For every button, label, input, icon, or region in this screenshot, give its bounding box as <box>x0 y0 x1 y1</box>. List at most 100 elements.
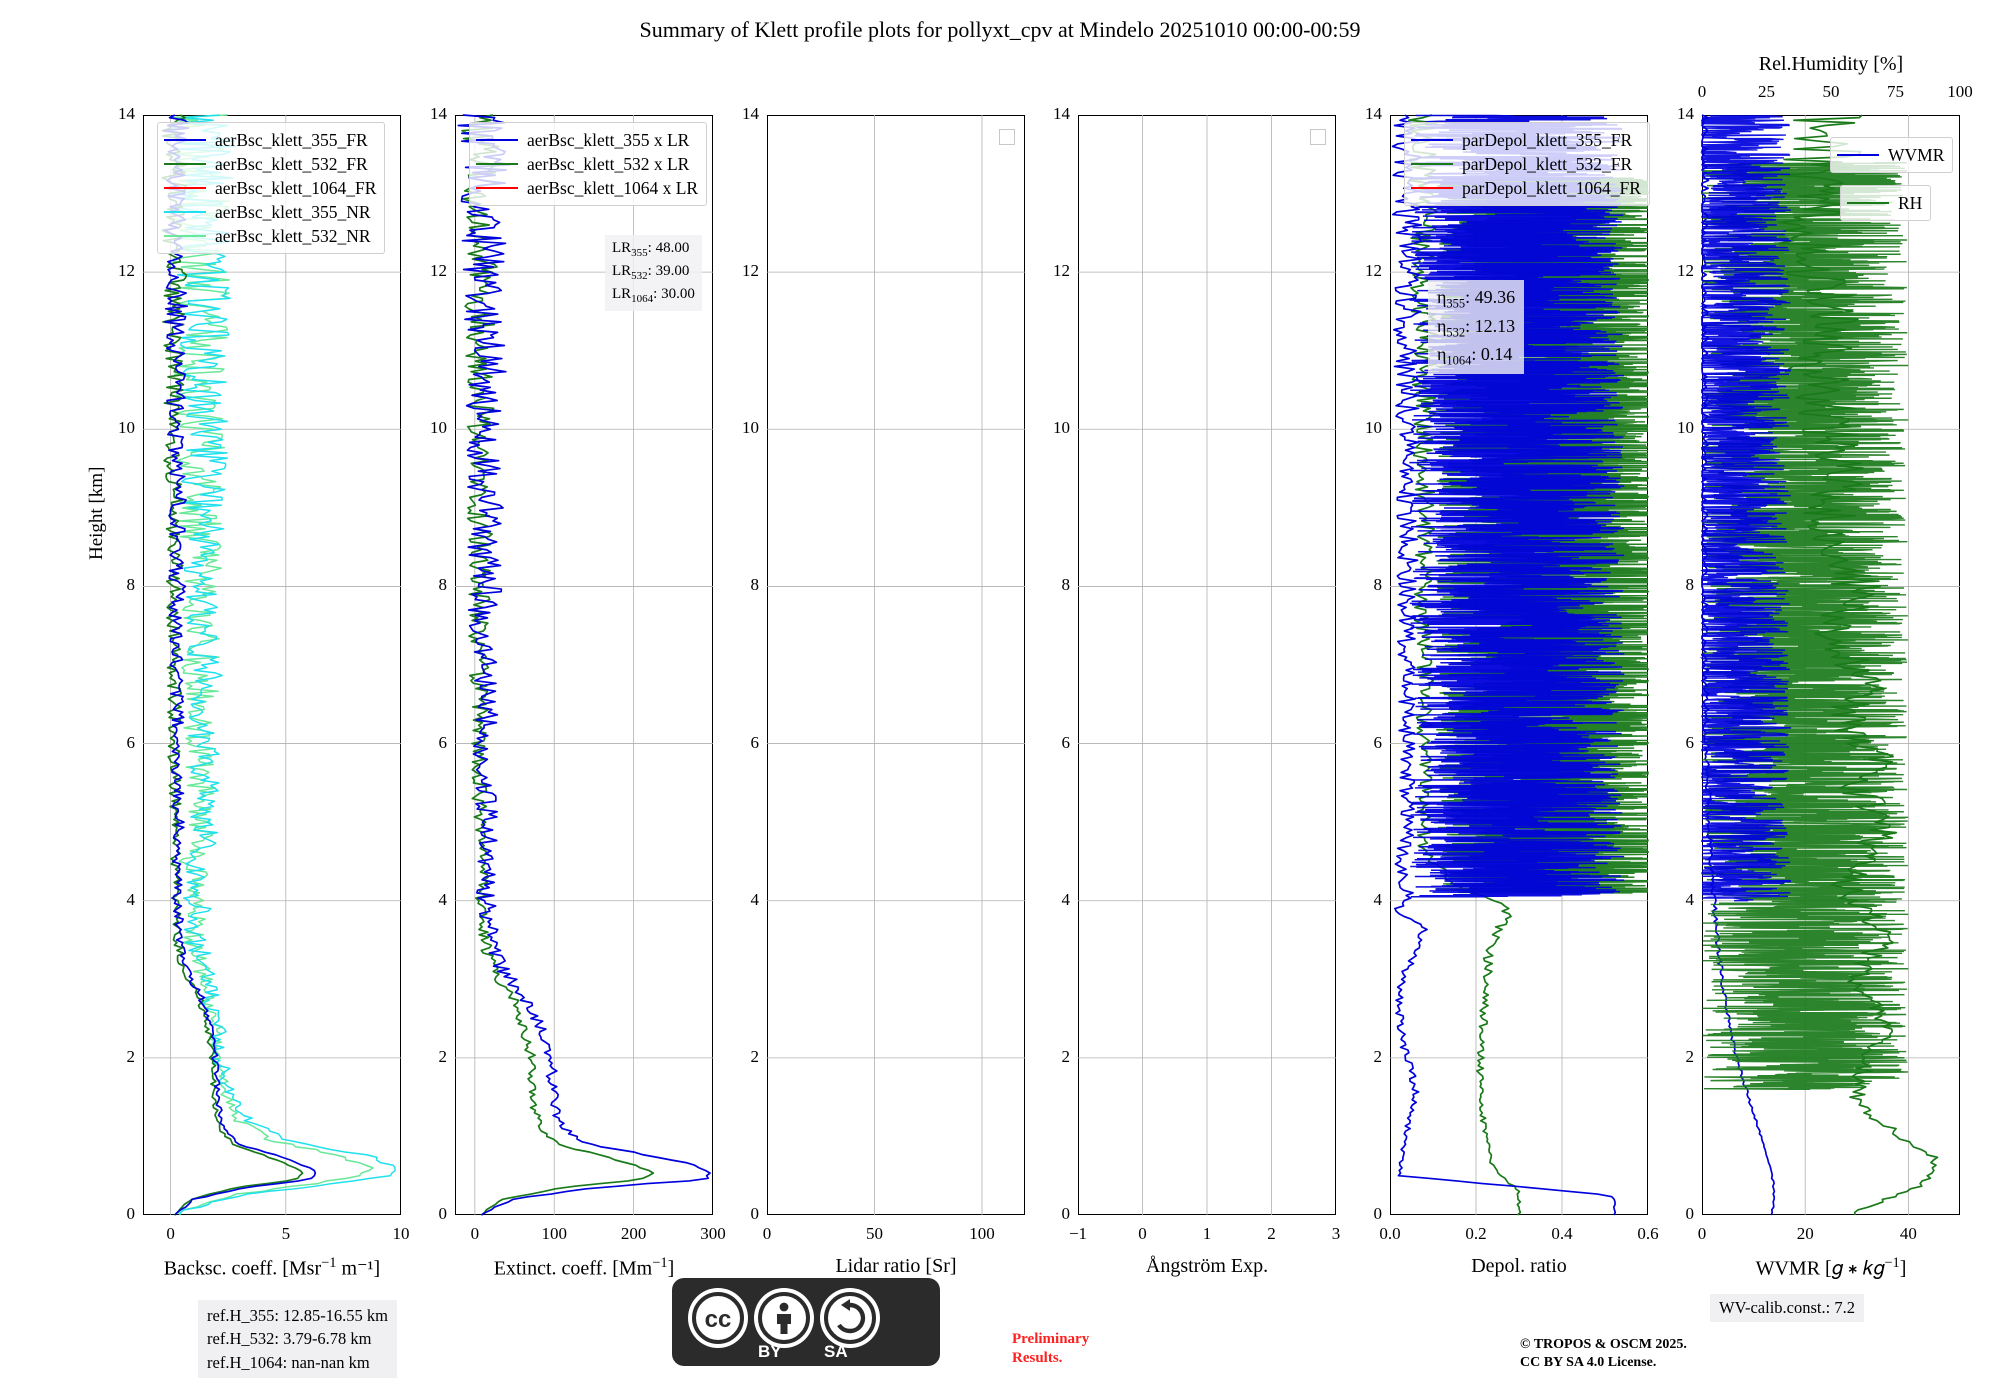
x-tick-label: 0.4 <box>1551 1224 1573 1243</box>
credits-text: © TROPOS & OSCM 2025. CC BY SA 4.0 Licen… <box>1520 1336 1687 1372</box>
legend-item-parDepol_klett_532_FR: parDepol_klett_532_FR <box>1411 152 1641 176</box>
y-tick-label: 8 <box>1373 575 1383 595</box>
y-tick-label: 12 <box>118 261 135 281</box>
top-axis-title-rh: Rel.Humidity [%] <box>1758 53 1904 75</box>
y-tick-label: 6 <box>1061 732 1071 752</box>
x-axis-title-depol-ratio: Depol. ratio <box>1471 1255 1567 1277</box>
panel-extinction <box>455 114 713 1216</box>
x-tick-label: 0 <box>470 1224 480 1243</box>
series-parDepol_klett_355_FR <box>1391 114 1617 1216</box>
legend-swatch <box>164 139 206 141</box>
x-tick-label: 10 <box>392 1224 410 1243</box>
legend-item-aerBsc_klett_355_FR: aerBsc_klett_355_FR <box>164 128 376 152</box>
y-tick-label: 6 <box>1685 732 1695 752</box>
series-aerBsc_klett_532_NR <box>167 114 374 1216</box>
y-tick-label: 14 <box>742 104 759 123</box>
y-tick-label: 2 <box>1685 1046 1695 1066</box>
legend-label: parDepol_klett_532_FR <box>1462 153 1633 174</box>
legend-swatch <box>476 163 518 165</box>
y-tick-label: 6 <box>750 732 760 752</box>
y-tick-label: 0 <box>438 1204 448 1223</box>
legend-label: WVMR <box>1888 144 1945 165</box>
annotation-row: η355: 49.36 <box>1437 287 1516 311</box>
y-tick-label: 0 <box>750 1204 760 1223</box>
legend-label: RH <box>1898 192 1923 213</box>
legend-item-aerBsc_klett_532_FR: aerBsc_klett_532_FR <box>164 152 376 176</box>
legend-label: aerBsc_klett_355_NR <box>215 201 371 222</box>
top-axis-tick-label: 0 <box>1697 82 1707 101</box>
legend-depol-ratio: parDepol_klett_355_FR parDepol_klett_532_… <box>1404 122 1650 206</box>
y-tick-label: 14 <box>1053 104 1070 123</box>
y-tick-label: 4 <box>438 889 448 909</box>
annotation-depol-ratio: η355: 49.36 η532: 12.13 η1064: 0.14 <box>1428 280 1525 375</box>
x-tick-label: 100 <box>969 1224 995 1243</box>
y-tick-label: 2 <box>438 1046 448 1066</box>
x-axis-title-backscatter: Backsc. coeff. [Msr−1 m⁻¹] <box>163 1255 381 1280</box>
series-aerBsc_klett_355 x LR <box>457 114 711 1216</box>
x-tick-label: 0 <box>1697 1224 1707 1243</box>
legend-swatch <box>476 139 518 141</box>
annotation-row: LR1064: 30.00 <box>612 286 695 306</box>
legend-label: aerBsc_klett_355_FR <box>215 129 368 150</box>
legend-swatch <box>1411 187 1453 189</box>
empty-legend-marker <box>1310 129 1326 145</box>
y-tick-label: 14 <box>118 104 135 123</box>
plot-curves-wvmr <box>1699 114 1960 1216</box>
legend-item-RH: RH <box>1840 185 1932 221</box>
y-tick-label: 14 <box>430 104 447 123</box>
y-tick-label: 14 <box>1677 104 1694 123</box>
x-tick-label: 0.0 <box>1379 1224 1401 1243</box>
y-tick-label: 12 <box>742 261 759 281</box>
cc-logo-icon: cc <box>688 1288 748 1348</box>
series-aerBsc_klett_355_FR <box>162 114 317 1216</box>
y-tick-label: 12 <box>1053 261 1070 281</box>
annotation-row: η532: 12.13 <box>1437 315 1516 340</box>
y-tick-label: 12 <box>1365 261 1382 281</box>
y-tick-label: 8 <box>126 575 136 595</box>
legend-label: aerBsc_klett_532_FR <box>215 153 368 174</box>
legend-swatch <box>1837 154 1879 156</box>
y-tick-label: 6 <box>126 732 136 752</box>
legend-swatch <box>164 163 206 165</box>
y-tick-label: 2 <box>1061 1046 1071 1066</box>
cc-sa-share-icon <box>820 1288 880 1348</box>
x-tick-label: 5 <box>281 1224 291 1243</box>
legend-item-aerBsc_klett_1064 x LR: aerBsc_klett_1064 x LR <box>476 176 698 200</box>
x-tick-label: 0.2 <box>1465 1224 1487 1243</box>
series-aerBsc_klett_355_NR <box>173 114 396 1216</box>
x-axis-title-wvmr: WVMR [𝑔 ∗ 𝑘𝑔−1] <box>1755 1255 1907 1280</box>
creative-commons-badge: cc BY SA <box>672 1278 940 1366</box>
y-tick-label: 10 <box>430 418 447 438</box>
annotation-row: η1064: 0.14 <box>1437 344 1513 369</box>
x-tick-label: 100 <box>541 1224 567 1243</box>
y-tick-label: 0 <box>1061 1204 1071 1223</box>
x-tick-label: 3 <box>1331 1224 1341 1243</box>
y-tick-label: 0 <box>1685 1204 1695 1223</box>
y-tick-label: 2 <box>1373 1046 1383 1066</box>
legend-swatch <box>164 235 206 237</box>
y-tick-label: 4 <box>1685 889 1695 909</box>
reference-heights-box: ref.H_355: 12.85-16.55 km ref.H_532: 3.7… <box>198 1300 398 1378</box>
panel-backscatter <box>143 114 401 1216</box>
top-axis-tick-label: 25 <box>1758 82 1775 101</box>
x-tick-label: 0.6 <box>1637 1224 1659 1243</box>
legend-swatch <box>1411 163 1453 165</box>
series-noise-band <box>1699 115 1792 902</box>
x-axis-title-extinction: Extinct. coeff. [Mm−1] <box>493 1255 675 1280</box>
cc-by-label: BY <box>758 1342 782 1361</box>
legend-swatch <box>476 187 518 189</box>
legend-label: aerBsc_klett_532 x LR <box>527 153 690 174</box>
y-tick-label: 10 <box>118 418 135 438</box>
x-axis-title-angstrom: Ångström Exp. <box>1145 1255 1269 1277</box>
legend-item-WVMR: WVMR <box>1830 137 1954 173</box>
annotation-extinction: LR355: 48.00 LR532: 39.00 LR1064: 30.00 <box>605 235 702 311</box>
plot-curves-angstrom <box>1078 115 1336 1215</box>
panel-wvmr <box>1699 114 1960 1216</box>
panel-lidar-ratio <box>767 115 1025 1215</box>
legend-label: parDepol_klett_355_FR <box>1462 129 1633 150</box>
legend-item-aerBsc_klett_355_NR: aerBsc_klett_355_NR <box>164 200 376 224</box>
series-noise-band <box>1409 114 1625 898</box>
y-tick-label: 6 <box>438 732 448 752</box>
legend-extinction: aerBsc_klett_355 x LR aerBsc_klett_532 x … <box>469 122 708 206</box>
